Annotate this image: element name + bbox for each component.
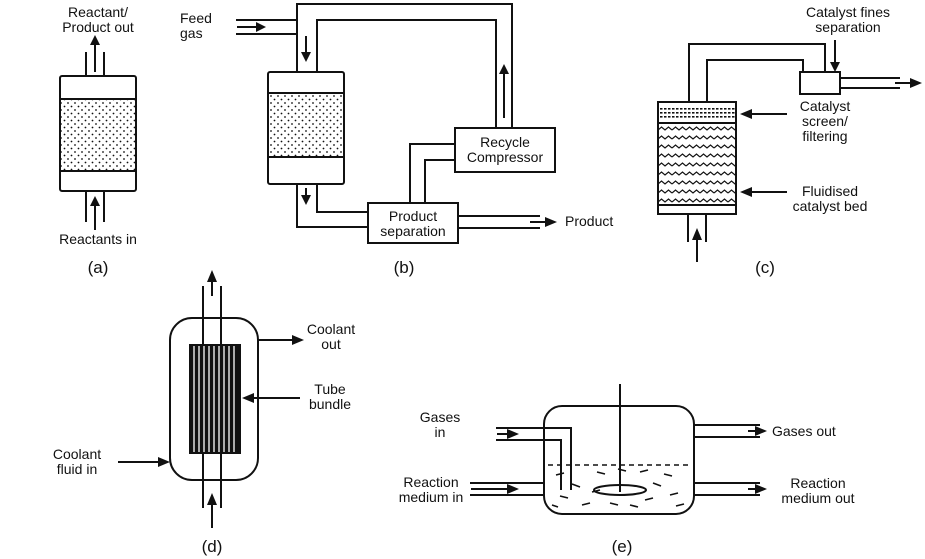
gases-out-arrow-e: [755, 426, 767, 436]
label-recycle-compressor: Recycle Compressor: [466, 134, 544, 165]
gases-in-arrow-e: [507, 429, 519, 439]
tube-bundle-d: [189, 344, 241, 454]
recycle-compressor-box: [454, 127, 556, 173]
label-gases-out: Gases out: [772, 423, 836, 439]
fluidised-bed-c: [659, 125, 735, 203]
outlet-arrow-d: [207, 270, 217, 282]
label-reactants-in: Reactants in: [59, 231, 137, 247]
label-catalyst-screen: Catalyst screen/ filtering: [799, 98, 851, 144]
inlet-arrow-d: [207, 493, 217, 505]
stirred-tank-reactor-e: [470, 384, 767, 515]
caption-b: (b): [393, 258, 415, 277]
product-separation-box: [367, 202, 459, 244]
tube-bundle-arrow-d: [242, 393, 254, 403]
packed-bed-reactor-a: [59, 35, 137, 230]
label-product: Product: [565, 213, 614, 229]
screen-arrow-c: [740, 109, 752, 119]
stirrer-impeller-e: [593, 484, 647, 496]
bed-arrow-c: [740, 187, 752, 197]
label-reactant-product-out: Reactant/ Product out: [62, 4, 134, 35]
catalyst-screen-c: [659, 106, 735, 120]
label-reaction-medium-out: Reaction medium out: [781, 475, 855, 506]
feed-arrow-b: [256, 22, 266, 32]
label-coolant-out: Coolant out: [306, 321, 356, 352]
outlet-arrow-c: [910, 78, 922, 88]
label-fluidised-catalyst-bed: Fluidised catalyst bed: [792, 183, 868, 214]
fines-arrow-c: [830, 62, 840, 72]
recycle-reactor-b: [236, 3, 557, 244]
label-coolant-fluid-in: Coolant fluid in: [52, 446, 102, 477]
recycle-up-arrow-b: [499, 64, 509, 74]
inlet-arrow-a: [90, 196, 100, 206]
label-gases-in: Gases in: [419, 409, 461, 440]
medium-out-arrow-e: [755, 484, 767, 494]
medium-in-arrow-e: [507, 484, 519, 494]
feed-down-arrow-b: [301, 52, 311, 62]
inlet-arrow-c: [692, 228, 702, 240]
outlet-down-arrow-b: [301, 195, 311, 205]
caption-d: (d): [201, 537, 223, 556]
label-product-separation: Product separation: [380, 208, 446, 239]
coolant-out-arrow-d: [292, 335, 304, 345]
label-tube-bundle: Tube bundle: [308, 381, 352, 412]
catalyst-bed-b: [269, 93, 343, 157]
product-arrow-b: [545, 217, 557, 227]
caption-e: (e): [611, 537, 633, 556]
label-feed-gas: Feed gas: [180, 10, 212, 41]
caption-a: (a): [87, 258, 109, 277]
outlet-arrow-a: [90, 35, 100, 45]
tube-bundle-reactor-d: [118, 270, 304, 528]
fines-separator-box: [799, 71, 841, 95]
coolant-in-arrow-d: [158, 457, 170, 467]
fluidised-bed-reactor-c: [657, 40, 922, 262]
catalyst-bed-a: [61, 99, 135, 171]
caption-c: (c): [755, 258, 775, 277]
label-catalyst-fines-separation: Catalyst fines separation: [805, 4, 891, 35]
label-reaction-medium-in: Reaction medium in: [398, 474, 464, 505]
